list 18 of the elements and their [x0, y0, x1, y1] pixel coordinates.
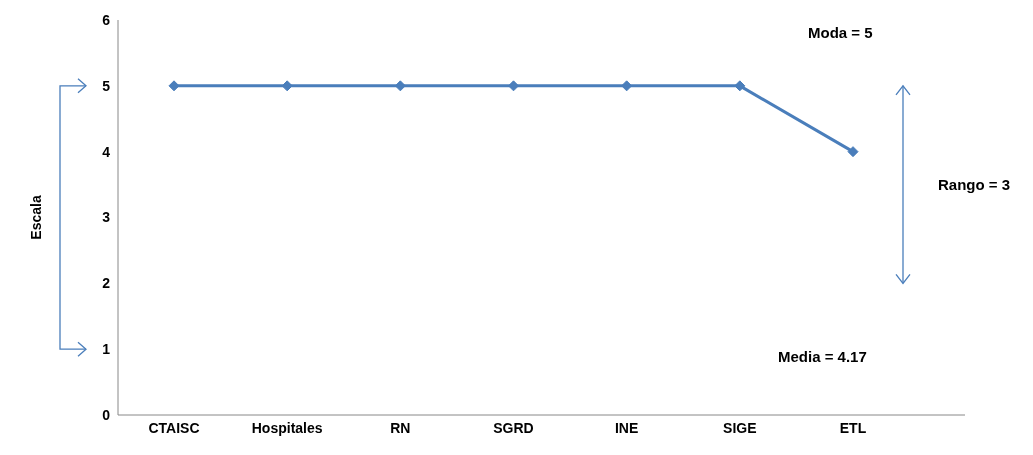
y-axis-title: Escala — [27, 195, 44, 240]
x-tick-label: RN — [390, 419, 411, 436]
y-tick-label: 6 — [102, 11, 111, 28]
x-tick-label: INE — [614, 419, 639, 436]
annotation: Media = 4.17 — [778, 348, 867, 365]
y-tick-label: 5 — [102, 77, 111, 94]
x-tick-label: CTAISC — [148, 419, 200, 436]
x-tick-label: ETL — [839, 419, 867, 436]
y-tick-label: 3 — [102, 209, 111, 226]
y-tick-label: 1 — [102, 341, 111, 358]
y-tick-label: 2 — [102, 275, 111, 292]
x-tick-label: SGRD — [493, 419, 534, 436]
annotation: Rango = 3 — [938, 176, 1011, 193]
x-tick-label: SIGE — [723, 419, 757, 436]
y-tick-label: 4 — [102, 143, 111, 160]
x-tick-label: Hospitales — [251, 419, 323, 436]
annotation: Moda = 5 — [808, 24, 873, 41]
y-tick-label: 0 — [102, 406, 111, 423]
